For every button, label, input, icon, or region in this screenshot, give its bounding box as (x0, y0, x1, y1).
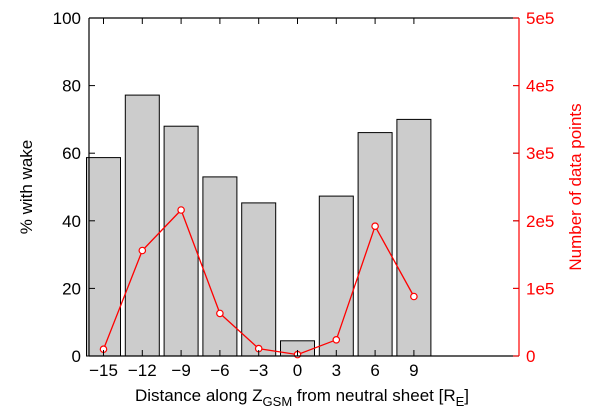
bar-8 (396, 118, 432, 357)
line-marker-1 (138, 246, 147, 255)
x-axis-label-sub-e: E (456, 394, 465, 409)
bar-4 (241, 202, 277, 357)
y-axis-label-left: % with wake (17, 140, 36, 234)
right-tick-label-1: 1e5 (526, 279, 554, 298)
plot-background (89, 18, 519, 356)
left-tick-label-3: 60 (62, 144, 81, 163)
line-series-group (99, 206, 418, 359)
x-axis-label-main: Distance along Z (135, 386, 263, 405)
line-marker-6 (332, 335, 341, 344)
left-tick-label-1: 20 (62, 279, 81, 298)
x-tick-label-0: −15 (89, 361, 118, 380)
x-tick-label-7: 6 (370, 361, 379, 380)
x-axis-label: Distance along ZGSM from neutral sheet [… (135, 386, 469, 409)
y-axis-label-right: Number of data points (566, 103, 585, 270)
bar-7 (357, 132, 393, 357)
x-tick-label-3: −6 (210, 361, 229, 380)
left-tick-label-0: 0 (72, 347, 81, 366)
bar-0 (86, 157, 121, 357)
line-marker-7 (371, 222, 379, 231)
x-tick-label-2: −9 (171, 361, 190, 380)
line-marker-8 (410, 292, 418, 301)
bar-group (86, 94, 432, 357)
right-tick-label-3: 3e5 (526, 144, 554, 163)
axes-group (88, 17, 520, 357)
x-tick-label-1: −12 (128, 361, 157, 380)
x-axis-label-sub-gsm: GSM (263, 394, 293, 409)
x-tick-label-8: 9 (409, 361, 418, 380)
x-tick-label-6: 3 (332, 361, 341, 380)
right-tick-group: 0 1e5 2e5 3e5 4e5 5e5 (513, 9, 554, 366)
right-tick-label-0: 0 (526, 347, 535, 366)
x-axis-label-end: ] (464, 386, 469, 405)
x-tick-label-5: 0 (293, 361, 302, 380)
right-tick-label-5: 5e5 (526, 9, 554, 28)
left-tick-label-2: 40 (62, 212, 81, 231)
bar-1 (124, 94, 160, 357)
bar-6 (318, 195, 354, 357)
left-tick-label-5: 100 (53, 9, 81, 28)
right-tick-label-4: 4e5 (526, 77, 554, 96)
x-tick-group: −15 −12 −9 −6 −3 0 3 6 9 (89, 18, 419, 380)
x-tick-label-4: −3 (249, 361, 268, 380)
left-tick-label-4: 80 (62, 77, 81, 96)
right-tick-label-2: 2e5 (526, 212, 554, 231)
bar-3 (202, 176, 238, 357)
line-marker-3 (216, 309, 224, 318)
line-marker-2 (177, 206, 185, 214)
x-axis-label-mid: from neutral sheet [R (292, 386, 455, 405)
